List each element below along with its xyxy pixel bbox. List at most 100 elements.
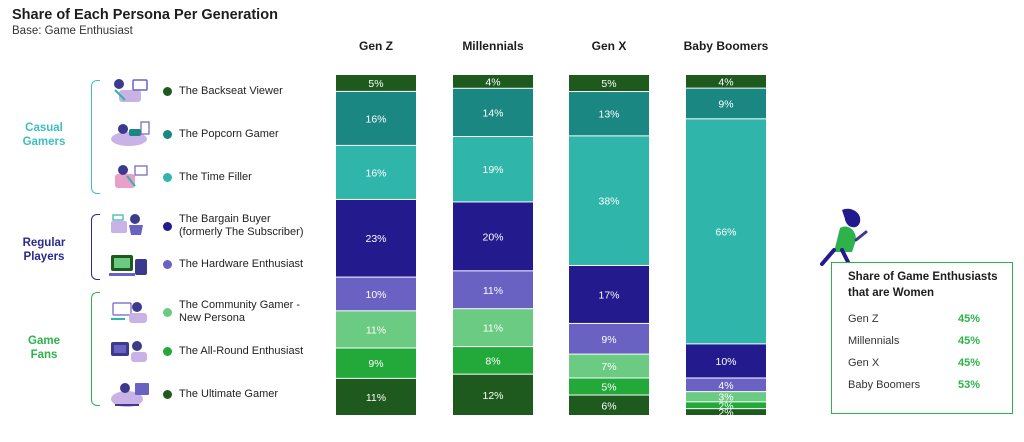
bar-segment-gen-x-the-time-filler [569,136,649,265]
bargain-buyer-illustration [105,211,153,241]
bar-segment-gen-x-the-hardware-enthusiast [569,323,649,354]
bar-segment-gen-x-the-backseat-viewer [569,75,649,92]
persona-name: The All-Round Enthusiast [179,344,304,357]
regular-players-bracket [91,214,100,280]
bar-label-millennials-the-all-round-enthusiast: 8% [485,355,500,367]
women-share-label: Gen X [848,357,880,369]
chart-title: Share of Each Persona Per Generation [12,7,278,23]
hardware-enthusiast-illustration [105,249,153,279]
bar-label-millennials-the-hardware-enthusiast: 11% [483,285,503,297]
persona-dot [163,346,172,356]
bar-label-gen-x-the-time-filler: 38% [598,196,619,208]
bar-label-gen-x-the-community-gamer-new-persona: 7% [601,361,616,373]
persona-row-bargain-buyer: The Bargain Buyer (formerly The Subscrib… [105,211,304,241]
bar-segment-baby-boomers-the-all-round-enthusiast [686,402,766,409]
women-share-label: Baby Boomers [848,379,921,391]
bar-label-baby-boomers-the-bargain-buyer-formerly-the-subscriber: 10% [715,356,736,368]
women-share-row: Baby Boomers 53% [848,379,998,391]
persona-row-ultimate-gamer: The Ultimate Gamer [105,379,278,409]
bar-label-gen-x-the-popcorn-gamer: 13% [598,109,619,121]
bar-segment-gen-z-the-ultimate-gamer [336,378,416,415]
bar-label-baby-boomers-the-popcorn-gamer: 9% [718,98,733,110]
bar-segment-millennials-the-hardware-enthusiast [453,271,533,309]
persona-row-backseat-viewer: The Backseat Viewer [105,76,283,106]
bar-segment-gen-z-the-popcorn-gamer [336,91,416,145]
bar-segment-millennials-the-community-gamer-new-persona [453,309,533,347]
persona-row-popcorn-gamer: The Popcorn Gamer [105,119,279,149]
bar-label-baby-boomers-the-ultimate-gamer: 2% [718,407,733,419]
persona-row-all-round-enthusiast: The All-Round Enthusiast [105,336,303,366]
bar-segment-millennials-the-bargain-buyer-formerly-the-subscriber [453,202,533,271]
women-share-panel: Share of Game Enthusiasts that are Women… [831,262,1013,414]
women-share-title: Share of Game Enthusiasts that are Women [848,271,998,299]
bar-segment-gen-x-the-popcorn-gamer [569,92,649,136]
chart-subtitle: Base: Game Enthusiast [12,25,133,37]
bar-label-baby-boomers-the-time-filler: 66% [715,226,736,238]
persona-name: The Backseat Viewer [179,84,283,97]
bar-label-baby-boomers-the-backseat-viewer: 4% [718,76,733,88]
bar-label-gen-z-the-community-gamer-new-persona: 11% [366,324,386,336]
bar-label-gen-x-the-all-round-enthusiast: 5% [601,382,616,394]
popcorn-gamer-illustration [105,119,153,149]
bar-segment-gen-z-the-time-filler [336,145,416,199]
bar-segment-millennials-the-backseat-viewer [453,75,533,88]
bar-segment-gen-x-the-community-gamer-new-persona [569,354,649,378]
bar-segment-gen-z-the-backseat-viewer [336,75,416,91]
bar-segment-baby-boomers-the-hardware-enthusiast [686,378,766,392]
persona-dot [163,221,172,231]
bar-segment-baby-boomers-the-community-gamer-new-persona [686,392,766,402]
persona-name: The Popcorn Gamer [179,127,279,140]
bar-segment-millennials-the-ultimate-gamer [453,374,533,415]
group-label-casual-gamers: Casual Gamers [22,122,66,148]
persona-dot [163,307,172,317]
persona-row-community-gamer: The Community Gamer - New Persona [105,297,300,327]
bar-segment-millennials-the-popcorn-gamer [453,88,533,136]
bar-label-gen-z-the-bargain-buyer-formerly-the-subscriber: 23% [365,233,386,245]
persona-dot [163,172,172,182]
persona-dot [163,389,172,399]
backseat-viewer-illustration [105,76,153,106]
bar-label-millennials-the-ultimate-gamer: 12% [482,390,503,402]
column-header-millennials: Millennials [462,39,524,53]
bar-label-gen-z-the-backseat-viewer: 5% [368,78,383,90]
women-share-value: 45% [957,313,980,325]
bar-label-gen-x-the-backseat-viewer: 5% [601,78,616,90]
bar-segment-gen-z-the-community-gamer-new-persona [336,311,416,348]
group-label-regular-players: Regular Players [22,237,66,263]
bar-label-millennials-the-bargain-buyer-formerly-the-subscriber: 20% [482,231,503,243]
women-share-row: Millennials 45% [848,335,998,347]
bar-label-gen-z-the-all-round-enthusiast: 9% [368,358,383,370]
column-header-baby-boomers: Baby Boomers [684,39,769,53]
bar-segment-baby-boomers-the-time-filler [686,119,766,344]
ultimate-gamer-illustration [105,379,153,409]
bar-segment-gen-x-the-bargain-buyer-formerly-the-subscriber [569,265,649,323]
women-share-value: 53% [957,379,980,391]
bar-segment-gen-z-the-hardware-enthusiast [336,277,416,311]
persona-row-hardware-enthusiast: The Hardware Enthusiast [105,249,303,279]
column-header-gen-z: Gen Z [359,39,393,53]
bar-segment-gen-x-the-ultimate-gamer [569,395,649,415]
bar-label-baby-boomers-the-hardware-enthusiast: 4% [718,380,733,392]
bar-label-baby-boomers-the-community-gamer-new-persona: 3% [718,392,733,404]
bar-segment-millennials-the-time-filler [453,137,533,202]
women-share-row: Gen X 45% [848,357,998,369]
bar-label-gen-x-the-bargain-buyer-formerly-the-subscriber: 17% [598,289,619,301]
bar-label-millennials-the-backseat-viewer: 4% [485,76,500,88]
bar-segment-baby-boomers-the-backseat-viewer [686,75,766,88]
persona-name: The Ultimate Gamer [179,387,279,400]
women-share-value: 45% [957,335,980,347]
bar-label-gen-z-the-ultimate-gamer: 11% [366,392,386,404]
bar-label-gen-x-the-ultimate-gamer: 6% [601,400,616,412]
bar-label-gen-x-the-hardware-enthusiast: 9% [601,334,616,346]
persona-name: The Community Gamer - New Persona [179,299,301,324]
persona-name: The Bargain Buyer (formerly The Subscrib… [179,213,304,238]
community-gamer-illustration [105,297,153,327]
game-fans-bracket [91,292,100,406]
woman-gamer-illustration [820,208,868,266]
women-share-label: Millennials [848,335,900,347]
bar-segment-gen-z-the-bargain-buyer-formerly-the-subscriber [336,199,416,277]
bar-segment-baby-boomers-the-bargain-buyer-formerly-the-subscriber [686,344,766,378]
persona-dot [163,259,172,269]
persona-name: The Hardware Enthusiast [179,257,304,270]
bar-segment-gen-z-the-all-round-enthusiast [336,348,416,378]
